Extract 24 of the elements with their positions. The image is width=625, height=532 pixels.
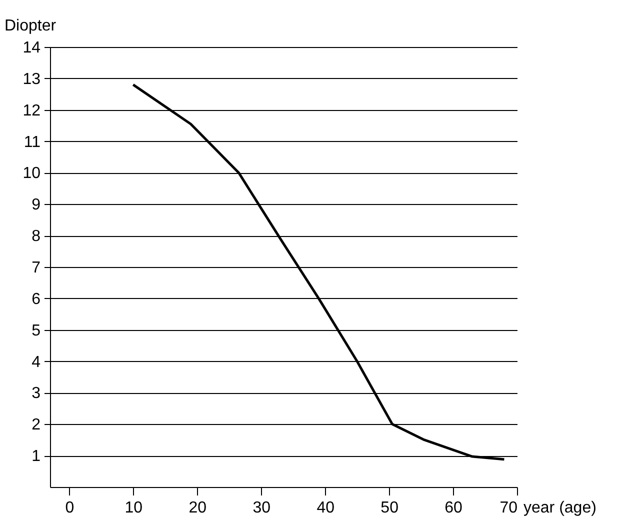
- x-axis-title: year (age): [524, 500, 596, 516]
- y-tick-label: 4: [32, 354, 41, 371]
- y-tick-label: 12: [22, 102, 41, 120]
- y-tick-label: 2: [32, 416, 41, 434]
- y-tick-label: 6: [32, 290, 41, 308]
- x-tick-label: 50: [380, 500, 399, 516]
- x-tick-label: 10: [124, 500, 143, 516]
- y-axis-title: Diopter: [4, 18, 57, 34]
- x-tick-label: 60: [444, 500, 463, 516]
- y-tick-label: 10: [22, 165, 41, 182]
- x-tick-label: 30: [252, 500, 271, 516]
- y-tick-label: 3: [32, 385, 41, 402]
- y-tick-label: 7: [32, 260, 41, 276]
- y-tick-label: 8: [32, 228, 41, 246]
- y-tick-label: 14: [22, 40, 41, 56]
- y-tick-label: 1: [32, 448, 41, 466]
- y-tick-label: 5: [32, 322, 41, 340]
- x-tick-label: 40: [316, 500, 335, 516]
- x-tick-label: 0: [65, 500, 74, 516]
- x-tick-label: 20: [188, 500, 207, 516]
- x-tick-label: 70: [500, 500, 518, 516]
- y-tick-label: 11: [24, 134, 41, 151]
- y-tick-label: 13: [22, 70, 41, 88]
- y-tick-label: 9: [32, 196, 41, 214]
